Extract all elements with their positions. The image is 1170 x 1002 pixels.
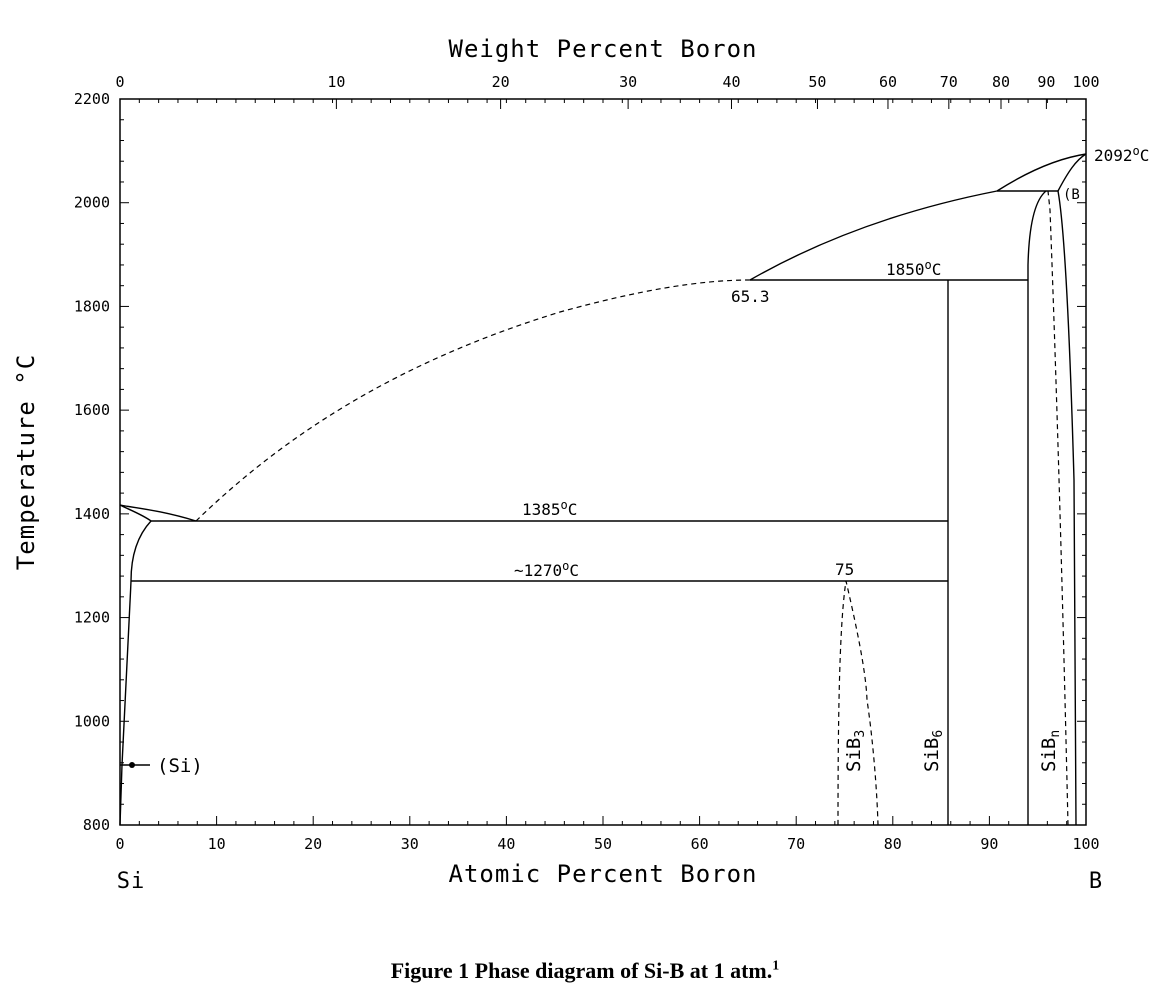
- left-tick-label: 1600: [74, 401, 110, 419]
- figure-caption: Figure 1 Phase diagram of Si-B at 1 atm.…: [0, 958, 1170, 984]
- top-axis-title: Weight Percent Boron: [449, 35, 758, 63]
- top-tick-label: 90: [1037, 73, 1055, 91]
- left-tick-label: 800: [83, 816, 110, 834]
- si-liquidus-curve: [119, 504, 197, 522]
- axis-ticks: [119, 98, 1087, 826]
- si-solvus-lower: [119, 580, 132, 826]
- left-tick-label: 2200: [74, 90, 110, 108]
- left-tick-label: 1400: [74, 505, 110, 523]
- composition-75-label: 75: [835, 560, 854, 579]
- sibn-left-boundary: [1027, 190, 1047, 825]
- top-tick-label: 10: [327, 73, 345, 91]
- top-tick-label: 50: [808, 73, 826, 91]
- bottom-tick-label: 20: [304, 835, 322, 853]
- top-tick-label: 80: [992, 73, 1010, 91]
- top-tick-label: 30: [619, 73, 637, 91]
- bottom-tick-label: 100: [1072, 835, 1099, 853]
- b-liquidus-curve: [996, 153, 1087, 192]
- sibn-phase-label: SiBn: [1038, 730, 1063, 772]
- bottom-tick-label: 60: [691, 835, 709, 853]
- top-tick-label: 60: [879, 73, 897, 91]
- bottom-tick-label: 90: [980, 835, 998, 853]
- bottom-tick-label: 70: [787, 835, 805, 853]
- dashed-boundaries: [195, 190, 1069, 826]
- temp-2092-label: 2092oC: [1094, 144, 1149, 165]
- left-tick-label: 2000: [74, 194, 110, 212]
- sib3-phase-label: SiB3: [843, 730, 868, 772]
- temp-1385-label: 1385oC: [522, 498, 577, 519]
- annotations: 1385oC ~1270oC 1850oC 2092oC 65.3 75 (Si…: [157, 144, 1149, 777]
- composition-65-3-label: 65.3: [731, 287, 770, 306]
- liquidus-dashed-curve: [195, 279, 751, 522]
- top-tick-label: 70: [940, 73, 958, 91]
- phase-boundaries: [119, 153, 1087, 826]
- sibn-right-boundary: [1057, 190, 1077, 826]
- left-axis-title: Temperature °C: [12, 354, 40, 570]
- temp-1270-label: ~1270oC: [514, 559, 579, 580]
- si-phase-marker: [129, 762, 135, 768]
- si-solvus-upper: [130, 520, 152, 582]
- caption-footnote: 1: [772, 958, 780, 974]
- caption-text: Figure 1 Phase diagram of Si-B at 1 atm.: [390, 958, 773, 983]
- left-tick-label: 1000: [74, 712, 110, 730]
- liquidus-upper-curve: [749, 190, 998, 281]
- b-end-label: B: [1089, 869, 1103, 894]
- bottom-tick-label: 0: [115, 835, 124, 853]
- bottom-tick-label: 80: [884, 835, 902, 853]
- left-tick-label: 1800: [74, 297, 110, 315]
- temp-1850-label: 1850oC: [886, 258, 941, 279]
- phase-diagram: 0 10 20 30 40 50 60 70 80 90 1000 10 20 30 40 50 60 70 80 9…: [12, 35, 1149, 894]
- si-phase-label: (Si): [157, 755, 203, 777]
- top-tick-label: 100: [1072, 73, 1099, 91]
- top-tick-label: 20: [492, 73, 510, 91]
- b-solvus-dashed: [1047, 190, 1069, 826]
- b-solidus-curve: [1057, 153, 1087, 192]
- sib3-boundary-dashed: [837, 580, 879, 826]
- plot-frame: [119, 98, 1087, 826]
- si-end-label: Si: [117, 869, 146, 894]
- si-solidus-curve: [119, 504, 152, 522]
- sib6-phase-label: SiB6: [921, 730, 946, 772]
- axis-tick-labels: 0 10 20 30 40 50 60 70 80 90 1000 10 20 30 40 50 60 70 80 9…: [74, 73, 1100, 853]
- bottom-tick-label: 40: [497, 835, 515, 853]
- left-tick-label: 1200: [74, 609, 110, 627]
- bottom-axis-title: Atomic Percent Boron: [449, 860, 758, 888]
- top-tick-label: 0: [115, 73, 124, 91]
- bottom-tick-label: 10: [208, 835, 226, 853]
- b-phase-label: (B: [1063, 187, 1080, 203]
- bottom-tick-label: 30: [401, 835, 419, 853]
- top-tick-label: 40: [722, 73, 740, 91]
- bottom-tick-label: 50: [594, 835, 612, 853]
